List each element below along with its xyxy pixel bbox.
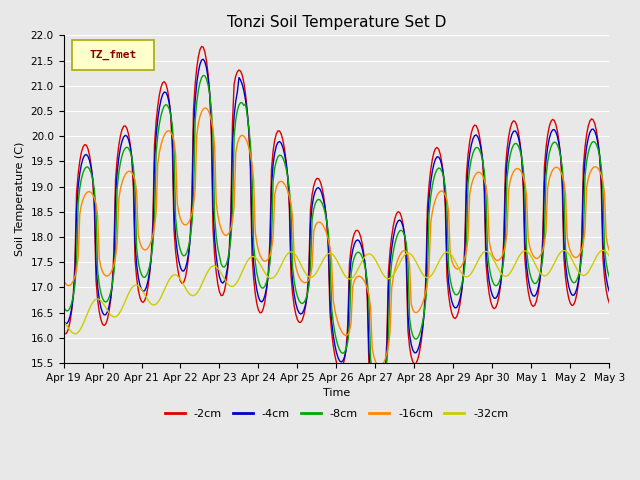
X-axis label: Time: Time bbox=[323, 388, 350, 398]
Text: TZ_fmet: TZ_fmet bbox=[89, 50, 136, 60]
FancyBboxPatch shape bbox=[72, 40, 154, 70]
Title: Tonzi Soil Temperature Set D: Tonzi Soil Temperature Set D bbox=[227, 15, 446, 30]
Legend: -2cm, -4cm, -8cm, -16cm, -32cm: -2cm, -4cm, -8cm, -16cm, -32cm bbox=[160, 404, 513, 423]
Y-axis label: Soil Temperature (C): Soil Temperature (C) bbox=[15, 142, 25, 256]
